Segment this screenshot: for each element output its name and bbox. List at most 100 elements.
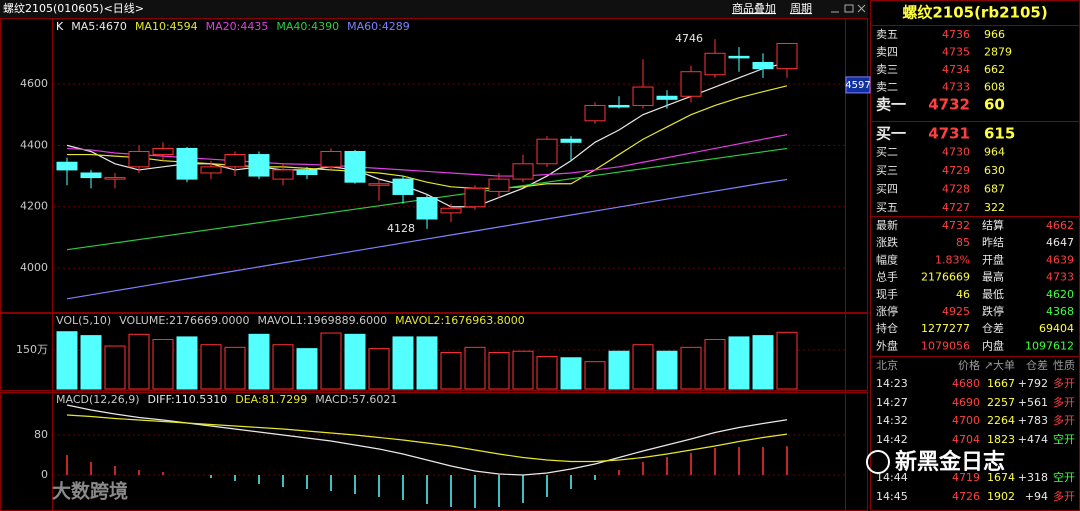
stat-value: 4647 (1046, 236, 1074, 249)
stat-value: 1.83% (935, 253, 970, 266)
book-volume: 687 (984, 183, 1005, 196)
volume-bar (248, 333, 270, 390)
trade-cell: 1674 (987, 471, 1015, 484)
y-tick-label: 4000 (20, 261, 48, 274)
stat-label: 现手 (876, 287, 898, 301)
close[interactable] (857, 4, 866, 13)
volume-bar (536, 355, 558, 390)
volume-bar (152, 339, 174, 390)
trade-cell: +94 (1025, 490, 1048, 503)
trade-cell: 4704 (952, 433, 980, 446)
trade-cell: 14:23 (876, 377, 908, 390)
volume-bar (728, 336, 750, 390)
legend-entry: DEA:81.7299 (235, 393, 307, 406)
button[interactable]: 商品叠加 (732, 1, 776, 15)
candle-body (632, 86, 654, 106)
maximize[interactable] (844, 4, 854, 13)
volume-panel (0, 313, 868, 391)
book-price: 4732 (928, 96, 970, 114)
stat-value: 46 (956, 288, 970, 301)
book-price: 4727 (942, 201, 970, 214)
quote-title: 螺纹2105(rb2105) (902, 4, 1047, 22)
trade-cell: 4726 (952, 490, 980, 503)
candle-body (656, 95, 678, 100)
volume-bar (704, 339, 726, 390)
volume-bar (368, 348, 390, 390)
trade-cell: 2264 (987, 414, 1015, 427)
volume-bar (464, 346, 486, 390)
stat-label: 总手 (876, 270, 898, 284)
trade-cell: 1823 (987, 433, 1015, 446)
book-label: 卖四 (876, 46, 898, 59)
legend-entry: DIFF:110.5310 (148, 393, 228, 406)
volume-bar (296, 348, 318, 390)
ma-line (66, 178, 788, 300)
stat-label: 昨结 (982, 236, 1004, 249)
candle-body (320, 150, 342, 168)
stat-label: 内盘 (982, 338, 1004, 352)
book-volume: 322 (984, 201, 1005, 214)
stat-label: 最低 (982, 288, 1004, 301)
trade-cell: +561 (1018, 396, 1048, 409)
candle-body (128, 150, 150, 168)
price-panel (0, 18, 868, 313)
volume-bar (104, 345, 126, 390)
candle-body (248, 154, 270, 177)
stat-label: 跌停 (982, 304, 1004, 318)
volume-bar (584, 361, 606, 390)
legend-entry: MAVOL1:1969889.6000 (257, 314, 387, 327)
stat-value: 4639 (1046, 253, 1074, 266)
stat-label: 涨跌 (876, 235, 898, 249)
candle-body (536, 138, 558, 165)
legend-entry: MA60:4289 (347, 20, 410, 33)
button[interactable]: 周期 (790, 2, 812, 15)
trade-cell: 4680 (952, 377, 980, 390)
book-price: 4735 (942, 46, 970, 59)
price-tag-box (845, 76, 871, 94)
candle-body (296, 169, 318, 176)
trade-cell: +318 (1018, 471, 1048, 484)
candle-body (272, 169, 294, 180)
trade-header: 价格 (958, 358, 980, 372)
volume-bar (560, 357, 582, 390)
legend-entry: MACD(12,26,9) (56, 393, 140, 406)
watermark: 大数跨境 (52, 480, 128, 503)
low-label: 4128 (387, 222, 415, 235)
y-tick-label: 4400 (20, 138, 48, 151)
legend-entry: MAVOL2:1676963.8000 (395, 314, 525, 327)
book-volume: 662 (984, 63, 1005, 76)
trade-cell: 14:42 (876, 433, 908, 446)
book-price: 4733 (942, 81, 970, 94)
stat-value: 1097612 (1025, 339, 1074, 352)
volume-bar (272, 344, 294, 390)
candle-body (368, 183, 390, 186)
stat-label: 开盘 (982, 252, 1004, 266)
watermark: 新黑金日志 (895, 449, 1005, 475)
top-bar (0, 0, 868, 18)
volume-bar (392, 336, 414, 390)
volume-bar (752, 335, 774, 390)
book-price: 4729 (942, 164, 970, 177)
trade-cell: 1667 (987, 377, 1015, 390)
book-price: 4734 (942, 63, 970, 76)
stat-label: 涨停 (876, 304, 898, 318)
window-buttons[interactable] (831, 4, 866, 13)
volume-bar (344, 333, 366, 390)
legend-entry: MA40:4390 (276, 20, 339, 33)
stat-value: 4925 (942, 305, 970, 318)
stat-value: 4732 (942, 219, 970, 232)
trade-header: 仓差 (1026, 358, 1048, 372)
candle-body (80, 172, 102, 179)
stat-value: 4620 (1046, 288, 1074, 301)
candle-body (752, 61, 774, 70)
trade-cell: 空开 (1053, 470, 1075, 484)
volume-bar (200, 344, 222, 390)
legend-entry: MACD:57.6021 (315, 393, 397, 406)
legend-entry: MA5:4670 (71, 20, 127, 33)
trade-cell: +474 (1018, 433, 1048, 446)
book-volume: 630 (984, 164, 1005, 177)
candle-body (104, 177, 126, 180)
volume-bar (176, 336, 198, 390)
